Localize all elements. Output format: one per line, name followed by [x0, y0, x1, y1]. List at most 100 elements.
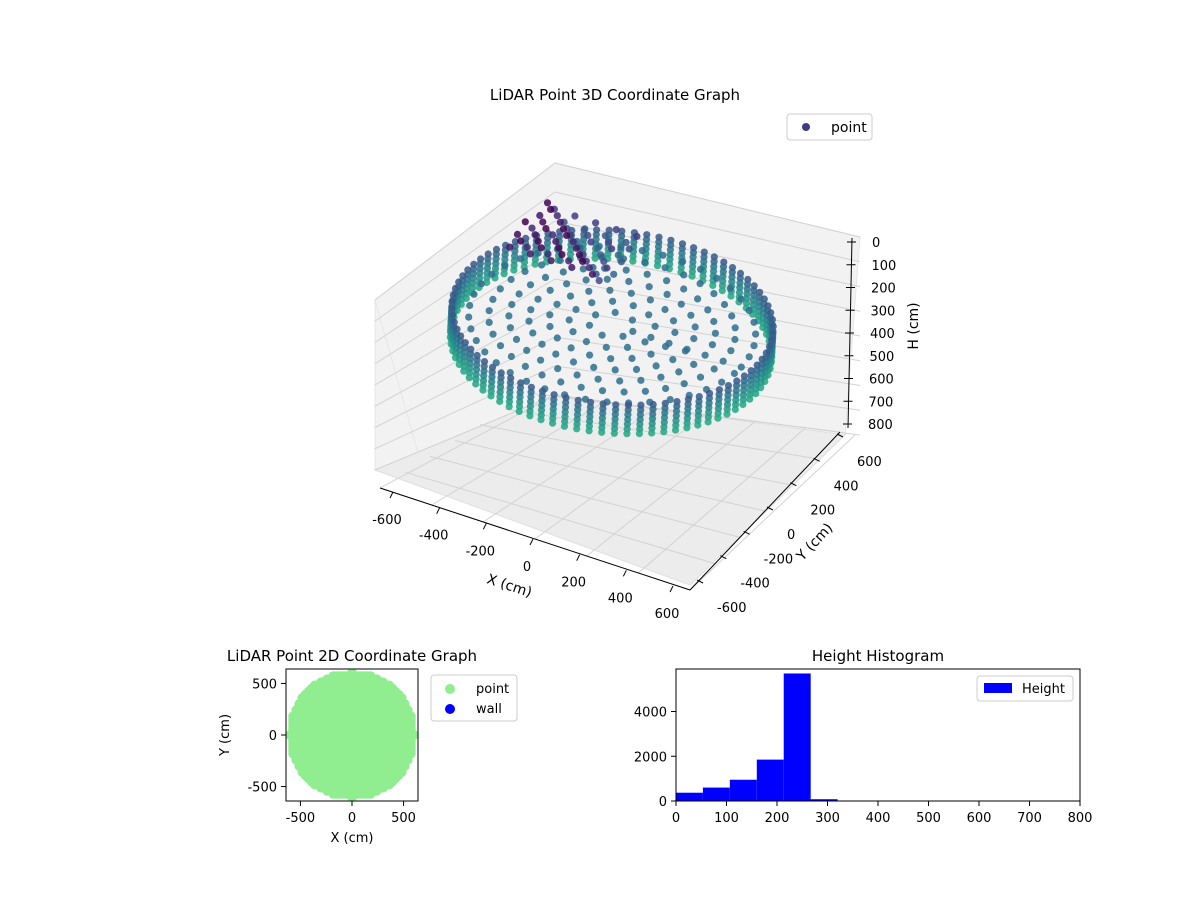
point-marker	[528, 224, 536, 232]
point-marker	[526, 250, 535, 258]
chart-3d-title: LiDAR Point 3D Coordinate Graph	[490, 86, 740, 104]
point-marker	[477, 280, 485, 288]
point-marker	[470, 290, 478, 298]
x-tick-label: 600	[967, 811, 992, 826]
point-marker	[488, 270, 496, 278]
x-tick-label: 500	[391, 811, 416, 826]
point-marker	[739, 400, 747, 409]
y-tick-label: -400	[740, 577, 770, 592]
z-tick-label: 500	[870, 350, 895, 365]
y-tick-label: -600	[717, 601, 747, 616]
z-axis-label-3d: H (cm)	[906, 302, 922, 349]
point-marker	[601, 232, 610, 240]
point-marker	[481, 348, 489, 356]
legend-3d-frame	[786, 113, 873, 141]
point-marker	[602, 343, 610, 351]
point-marker	[680, 380, 688, 388]
point-marker	[496, 342, 505, 350]
point-marker	[521, 218, 529, 226]
point-marker	[604, 238, 613, 246]
legend-2d: point wall	[430, 674, 518, 722]
point-marker	[711, 329, 720, 337]
grid-line	[379, 394, 556, 489]
point-marker	[619, 332, 627, 340]
grid-line	[554, 220, 861, 287]
point-marker	[467, 325, 475, 333]
grid-line	[374, 191, 556, 322]
point-marker	[542, 225, 550, 233]
chart-2d-title: LiDAR Point 2D Coordinate Graph	[227, 647, 477, 665]
z-tick-label: 700	[869, 395, 894, 410]
point-marker	[565, 316, 573, 324]
point-marker	[558, 251, 566, 259]
point-marker	[572, 244, 581, 252]
y-tick	[696, 579, 704, 584]
point-marker	[606, 286, 614, 294]
point-marker	[592, 219, 600, 227]
point-marker	[737, 295, 745, 303]
point-marker	[408, 730, 418, 740]
x-tick	[436, 507, 441, 514]
grid-line	[554, 191, 861, 263]
point-marker	[737, 363, 745, 371]
point-marker	[641, 338, 649, 346]
point-marker	[538, 261, 546, 269]
point-marker	[710, 365, 718, 373]
point-marker	[585, 427, 593, 435]
legend-3d: point	[786, 113, 873, 141]
point-marker	[617, 258, 626, 266]
point-marker	[719, 357, 727, 365]
point-marker	[629, 257, 637, 265]
point-marker	[629, 302, 637, 310]
point-marker	[690, 360, 698, 368]
x-axis-label-3d: X (cm)	[485, 571, 534, 601]
point-marker	[648, 429, 656, 437]
chart-histogram: Height Histogram 0 100 200 300 400 500 600 700 8…	[634, 647, 1093, 826]
point-marker	[679, 258, 687, 266]
point-marker	[651, 322, 659, 330]
x-tick	[482, 523, 487, 530]
chart-3d: LiDAR Point 3D Coordinate Graph -600 -400…	[372, 86, 922, 622]
point-marker	[713, 274, 721, 282]
y-tick	[836, 433, 844, 438]
point-marker	[529, 329, 537, 337]
point-marker	[730, 369, 739, 378]
grid-line	[374, 162, 556, 301]
point-marker	[666, 396, 674, 404]
point-marker	[510, 266, 518, 274]
z-tick-label: 600	[869, 373, 894, 388]
point-marker	[563, 280, 571, 288]
legend-2d-marker-wall	[445, 704, 455, 714]
point-marker	[460, 367, 468, 375]
point-marker	[573, 371, 581, 379]
point-marker	[625, 277, 633, 286]
point-marker	[541, 273, 550, 281]
point-marker	[537, 416, 545, 424]
point-marker	[623, 343, 632, 351]
point-marker	[506, 369, 514, 377]
ticks-3d: -600 -400 -200 0 200 400 600 -600 -400 -200 0 200 40…	[372, 236, 896, 622]
y-tick	[790, 482, 797, 487]
point-marker	[512, 335, 521, 343]
point-marker	[489, 330, 497, 338]
point-marker	[727, 347, 735, 355]
point-marker	[508, 300, 516, 309]
point-marker	[597, 251, 605, 259]
point-marker	[573, 425, 581, 433]
ticks-histogram: 0 100 200 300 400 500 600 700 800 0 2000 4000	[634, 706, 1093, 826]
legend-2d-marker-point	[445, 684, 455, 694]
point-marker	[714, 414, 722, 422]
point-marker	[516, 255, 525, 263]
point-marker	[556, 256, 564, 265]
point-marker	[507, 352, 515, 361]
point-marker	[506, 324, 514, 332]
y-axis-label-2d: Y (cm)	[218, 714, 233, 757]
grid-line	[689, 434, 856, 591]
grid-line	[534, 414, 706, 540]
legend-2d-label-wall: wall	[476, 702, 502, 717]
point-marker	[465, 313, 473, 321]
point-marker	[557, 378, 565, 386]
point-marker	[681, 347, 690, 355]
x-tick-label: -200	[466, 544, 496, 559]
